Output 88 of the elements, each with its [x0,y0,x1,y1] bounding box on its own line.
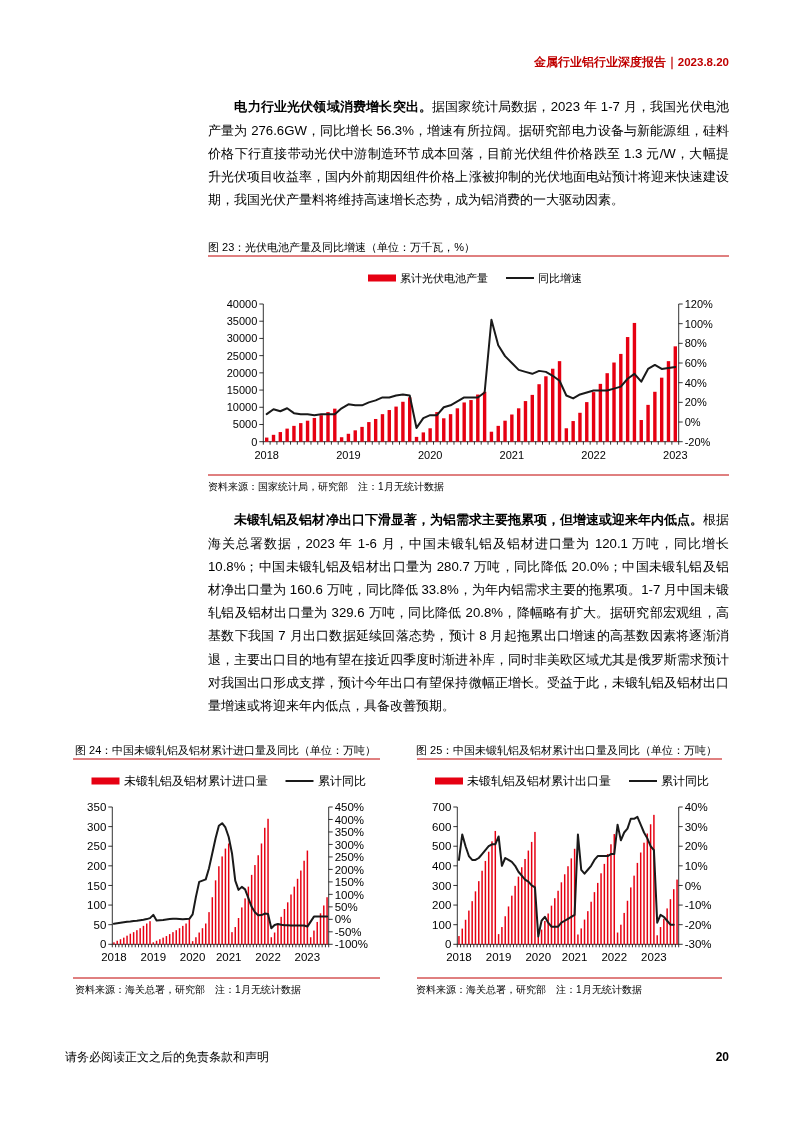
y-tick-label: 700 [432,801,452,814]
title: 图 23：光伏电池产量及同比增速（单位：万千瓦，%） [208,240,476,253]
y-tick-label: 150 [87,879,107,892]
y2-tick-label: 120% [684,297,713,310]
y2-tick-label: 0% [334,913,352,926]
legend-label: 累计光伏电池产量 [400,271,488,284]
x-tick-label: 2020 [525,951,552,964]
y2-tick-label: 400% [334,813,365,826]
footer: 请务必阅读正文之后的免责条款和声明 [65,1049,269,1065]
y-tick-label: 400 [432,860,452,872]
y2-tick-label: 20% [684,840,708,853]
y-tick-label: 100 [432,918,452,931]
y2-tick-label: -30% [684,938,712,951]
x-tick-label: 2019 [140,951,167,964]
x-tick-label: 2020 [179,951,206,964]
y2-tick-label: -50% [334,925,362,938]
y-tick-label: 10000 [226,401,258,414]
y2-tick-label: 100% [684,317,713,330]
y-tick-label: 5000 [232,418,258,431]
y-tick-label: 100 [87,899,107,912]
x-tick-label: 2021 [561,951,588,964]
y-tick-label: 30000 [226,332,258,345]
y2-tick-label: 300% [334,838,365,851]
y2-tick-label: 10% [684,860,708,872]
legend-label: 累计同比 [317,775,366,788]
y-tick-label: 0 [251,435,258,448]
x-tick-label: 2021 [499,448,525,461]
x-tick-label: 2021 [215,951,242,964]
y-tick-label: 0 [99,938,107,951]
y2-tick-label: 200% [334,863,365,876]
y-tick-label: 500 [432,840,452,853]
x-tick-label: 2022 [255,951,281,964]
y-tick-label: 20000 [226,366,258,379]
y-tick-label: 300 [87,820,107,833]
title: 图 24：中国未锻轧铝及铝材累计进口量及同比（单位：万吨） [75,743,377,756]
x-tick-label: 2022 [581,448,606,461]
y2-tick-label: 60% [684,356,707,369]
y2-tick-label: -10% [684,899,712,912]
y-tick-label: 50 [93,918,107,931]
x-tick-label: 2019 [485,951,512,964]
header: 金属行业铝行业深度报告｜2023.8.20 [533,54,729,70]
y-tick-label: 25000 [226,349,258,362]
source: 资料来源：国家统计局，研究部 注：1月无统计数据 [208,480,444,492]
y2-tick-label: 100% [334,888,365,901]
y2-tick-label: 40% [684,801,708,814]
y-tick-label: 600 [432,820,452,833]
legend-label: 未锻轧铝及铝材累计进口量 [123,775,268,788]
y2-tick-label: -20% [684,918,712,931]
y-tick-label: 15000 [226,384,258,396]
y-tick-label: 0 [444,938,452,951]
y-tick-label: 350 [87,801,107,814]
y2-tick-label: 250% [334,851,365,864]
y2-tick-label: 40% [684,376,707,389]
y2-tick-label: 50% [334,901,358,913]
y-tick-label: 40000 [226,297,258,310]
y2-tick-label: 150% [334,876,365,889]
y2-tick-label: 30% [684,820,708,833]
title: 图 25：中国未锻轧铝及铝材累计出口量及同比（单位：万吨） [416,743,718,756]
y2-tick-label: 80% [684,337,707,350]
legend-label: 累计同比 [661,775,709,788]
x-tick-label: 2019 [336,448,361,461]
y-tick-label: 300 [432,879,452,892]
x-tick-label: 2022 [601,951,628,964]
y2-tick-label: -20% [684,435,711,448]
source: 资料来源：海关总署，研究部 注：1月无统计数据 [416,983,642,995]
x-tick-label: 2023 [663,448,688,461]
paragraph: 电力行业光伏领域消费增长突出。据国家统计局数据，2023 年 1-7 月，我国光伏电池产量为 276.6GW，同比增长 56.3%，增速有所拉阔。据研究部电力设备与新能源组，硅料价格下行直接带动光伏中游制造环节成本回落，目前光伏组件价格跌至 1.3 元/W，大幅提升光伏项目收益率，国内外前期因组件价格上涨被抑制的光伏地面电站预计将迎来快速建设期，我国光伏产量料将维持高速增长态势，成为铝消费的一大驱动因素。 [208,98,729,210]
source: 资料来源：海关总署，研究部 注：1月无统计数据 [75,983,301,995]
x-tick-label: 2018 [446,951,472,964]
legend-label: 未锻轧铝及铝材累计出口量 [467,775,611,788]
y2-tick-label: 0% [684,879,702,892]
x-tick-label: 2018 [254,448,279,461]
y2-tick-label: -100% [334,938,368,951]
legend-label: 同比增速 [538,271,582,284]
y-tick-label: 200 [432,899,452,912]
x-tick-label: 2023 [641,951,667,964]
y-tick-label: 200 [87,860,107,872]
y-tick-label: 250 [87,840,107,853]
y2-tick-label: 0% [684,416,701,428]
y-tick-label: 35000 [226,315,258,328]
page-number: 20 [715,1049,729,1065]
x-tick-label: 2023 [294,951,321,964]
y2-tick-label: 450% [334,801,365,814]
x-tick-label: 2018 [101,951,127,964]
paragraph: 未锻轧铝及铝材净出口下滑显著，为铝需求主要拖累项，但增速或迎来年内低点。根据海关总署数据，2023 年 1-6 月，中国未锻轧铝及铝材进口量为 120.1 万吨，同比增长 10.8%；中国未锻轧铝及铝材出口量为 280.7 万吨，同比降低 20.0%；中国未锻轧铝及铝材净出口量为 160.6 万吨，同比降低 33.8%，为年内铝需求主要的拖累项。1-7 月中国未锻轧铝及铝材出口量为 329.6 万吨，同比降低 20.8%，降幅略有扩大。据研究部宏观组，高基数下我国 7 月出口数据延续回落态势，预计 8 月起拖累出口增速的高基数因素将逐渐消退，主要出口目的地有望在接近四季度时渐进补库，同时非美欧区域尤其是俄罗斯需求预计对我国出口形成支撑，预计今年出口有望保持微幅正增长。受益于此，未锻轧铝及铝材出口量增速或将迎来年内低点，具备改善预期。 [208,511,729,715]
y2-tick-label: 20% [684,396,707,409]
x-tick-label: 2020 [417,448,443,461]
y2-tick-label: 350% [334,826,365,839]
